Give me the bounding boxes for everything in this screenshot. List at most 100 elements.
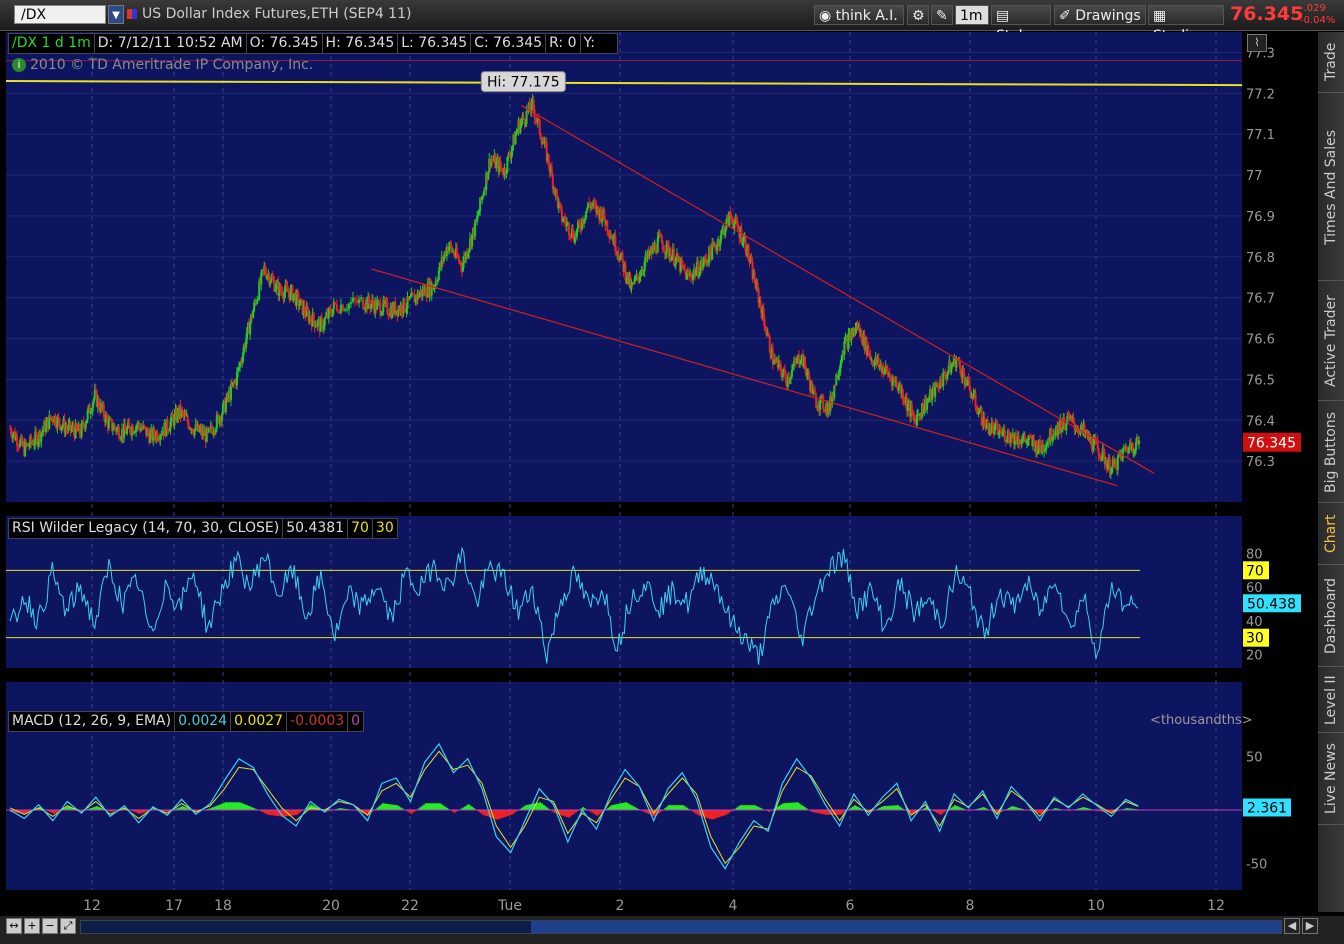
symbol-input[interactable]: /DX: [14, 5, 106, 24]
candle-body: [718, 239, 721, 246]
candle-body: [751, 261, 754, 279]
candle-body: [798, 363, 801, 365]
macd-histogram-bar: [728, 810, 731, 813]
candle-body: [934, 382, 937, 397]
candle-body: [552, 187, 555, 190]
tab-dashboard[interactable]: Dashboard: [1318, 566, 1344, 667]
candle-body: [159, 435, 162, 441]
candle-body: [970, 396, 973, 398]
chart-settings-icon[interactable]: ⌇: [1247, 34, 1267, 52]
candle-body: [153, 428, 156, 437]
candle-body: [974, 393, 977, 407]
candle-body: [235, 380, 237, 386]
candle-body: [411, 292, 414, 295]
macd-histogram-bar: [664, 808, 667, 810]
horizontal-scrollbar[interactable]: [80, 920, 1282, 934]
info-icon[interactable]: i: [12, 58, 26, 72]
scrollbar-thumb[interactable]: [531, 921, 1281, 933]
tab-big-buttons[interactable]: Big Buttons: [1318, 402, 1344, 503]
candle-body: [134, 431, 137, 433]
candle-body: [453, 255, 456, 257]
candle-body: [1053, 434, 1056, 436]
candle-body: [818, 405, 821, 410]
settings-icon[interactable]: ⚙: [907, 5, 929, 25]
macd-histogram-bar: [326, 810, 329, 812]
candle-body: [656, 238, 659, 253]
macd-histogram-bar: [678, 805, 681, 810]
candle-body: [823, 408, 826, 411]
candle-body: [222, 399, 225, 404]
candle-body: [1093, 437, 1096, 439]
style-icon: ▤: [996, 8, 1010, 24]
candle-body: [945, 376, 948, 380]
candle-body: [909, 405, 912, 417]
candle-body: [125, 430, 128, 434]
macd-histogram-bar: [626, 803, 629, 810]
tab-level-ii[interactable]: Level II: [1318, 668, 1344, 733]
candle-body: [10, 428, 13, 435]
candle-body: [84, 423, 87, 429]
price-symbol[interactable]: /DX 1 d 1m: [8, 33, 95, 54]
macd-histogram-bar: [494, 810, 497, 819]
macd-histogram-bar: [680, 805, 683, 810]
tab-active-trader[interactable]: Active Trader: [1318, 282, 1344, 401]
candle-body: [512, 134, 515, 146]
candle-body: [868, 354, 871, 356]
rsi-name[interactable]: RSI Wilder Legacy (14, 70, 30, CLOSE): [8, 518, 284, 539]
draw-icon[interactable]: ✎: [931, 5, 953, 25]
symbol-link-icon[interactable]: [127, 9, 137, 19]
macd-diff: -0.0003: [286, 711, 349, 732]
candle-body: [391, 305, 394, 318]
candle-body: [632, 283, 635, 285]
macd-histogram-bar: [898, 806, 901, 810]
candle-body: [870, 359, 873, 361]
candle-body: [246, 327, 249, 340]
candle-body: [758, 300, 761, 303]
candle-body: [327, 307, 330, 318]
drawings-button[interactable]: ✐ Drawings: [1054, 5, 1146, 25]
candle-body: [857, 324, 860, 330]
candle-body: [495, 160, 498, 169]
candle-body: [748, 260, 751, 262]
candle-body: [100, 403, 103, 409]
macd-histogram-bar: [802, 805, 805, 810]
candle-body: [603, 208, 606, 220]
candle-body: [830, 396, 833, 405]
candle-body: [376, 301, 379, 310]
scroll-right-icon[interactable]: ▶: [1302, 918, 1318, 934]
candle-body: [979, 407, 982, 412]
style-button[interactable]: ▤ Style: [991, 5, 1051, 44]
candle-body: [19, 440, 22, 447]
fit-icon[interactable]: ⤢: [60, 918, 76, 934]
candle-body: [634, 277, 637, 279]
macd-histogram-bar: [496, 810, 499, 820]
candle-body: [736, 220, 739, 228]
candle-body: [805, 367, 808, 376]
think-ai-button[interactable]: ◉ think A.I.: [814, 5, 904, 25]
candle-body: [1065, 423, 1068, 431]
candle-body: [738, 229, 741, 238]
tab-chart[interactable]: Chart: [1318, 504, 1344, 565]
candle-body: [963, 373, 966, 386]
chart-area[interactable]: Hi: 77.175 12 17 18 20 22 Tue 2 4 6 8 10 1276.376.4…: [0, 30, 1318, 916]
studies-button[interactable]: ▦ Studies: [1148, 5, 1224, 44]
candle-body: [960, 374, 963, 378]
timeframe-button[interactable]: 1m: [955, 5, 989, 25]
symbol-dropdown-icon[interactable]: ▼: [108, 5, 124, 24]
candle-body: [1044, 449, 1047, 451]
zoom-out-icon[interactable]: −: [42, 918, 58, 934]
candle-body: [279, 284, 282, 291]
macd-histogram-bar: [698, 810, 701, 816]
scroll-left-icon[interactable]: ◀: [1284, 918, 1300, 934]
tab-times-and-sales[interactable]: Times And Sales: [1318, 94, 1344, 281]
macd-name[interactable]: MACD (12, 26, 9, EMA): [8, 711, 176, 732]
candle-body: [584, 218, 587, 221]
zoom-in-icon[interactable]: +: [24, 918, 40, 934]
pan-icon[interactable]: ↔: [6, 918, 22, 934]
tab-live-news[interactable]: Live News: [1318, 734, 1344, 825]
macd-histogram-bar: [707, 810, 710, 819]
tab-trade[interactable]: Trade: [1318, 32, 1344, 93]
candle-body: [296, 291, 299, 295]
candle-body: [644, 254, 647, 263]
macd-histogram-bar: [709, 810, 712, 819]
